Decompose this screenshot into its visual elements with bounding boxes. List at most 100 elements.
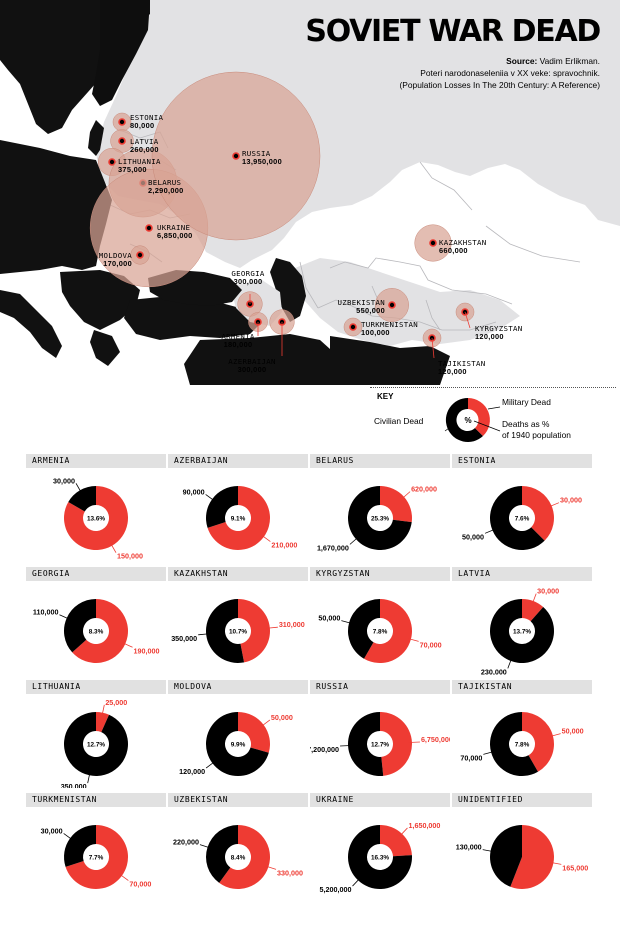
donut-chart: 165,000 130,000 — [456, 825, 588, 889]
donut-chart: 7.8% 70,000 50,000 — [318, 599, 442, 663]
civilian-leader-line — [87, 772, 91, 784]
country-panel: UKRAINE 16.3% 1,650,000 5,200,000 — [310, 793, 450, 901]
military-arc — [522, 599, 544, 622]
panel-country-name: RUSSIA — [316, 682, 349, 691]
panel-country-name: BELARUS — [316, 456, 354, 465]
country-panel: LITHUANIA 12.7% 25,000 350,000 — [26, 680, 166, 788]
civilian-arc — [206, 825, 238, 883]
panel-header: UKRAINE — [310, 793, 450, 807]
civilian-leader-line — [205, 761, 216, 769]
panel-header: UNIDENTIFIED — [452, 793, 592, 807]
civilian-arc — [206, 486, 238, 528]
bubble-country-label: MOLDOVA — [99, 251, 132, 260]
civilian-leader-line — [199, 844, 211, 849]
percent-label: 9.1% — [231, 516, 246, 523]
source-label: Source: — [506, 56, 538, 66]
military-value-label: 30,000 — [537, 587, 559, 596]
turkey — [124, 296, 262, 340]
bubble-value-label: 300,000 — [238, 365, 267, 374]
bubble-country-label: TURKMENISTAN — [361, 320, 418, 329]
panel-header: LATVIA — [452, 567, 592, 581]
panel-country-name: GEORGIA — [32, 569, 70, 578]
panel-header: TURKMENISTAN — [26, 793, 166, 807]
italy — [0, 290, 62, 358]
bubble-value-label: 6,850,000 — [157, 231, 193, 240]
panel-country-name: KYRGYZSTAN — [316, 569, 371, 578]
civilian-arc — [490, 825, 522, 887]
civilian-value-label: 350,000 — [171, 634, 197, 643]
military-arc — [510, 825, 554, 889]
percent-label: 13.7% — [513, 629, 531, 636]
bubble-dot-estonia — [118, 118, 126, 126]
military-value-label: 190,000 — [134, 646, 160, 655]
military-leader-line — [549, 733, 561, 737]
panel-country-name: UZBEKISTAN — [174, 795, 229, 804]
military-arc — [238, 599, 270, 663]
panel-header: KAZAKHSTAN — [168, 567, 308, 581]
military-arc — [207, 486, 270, 550]
donut-chart: 8.4% 330,000 220,000 — [173, 825, 303, 889]
balkans — [60, 270, 140, 330]
civilian-value-label: 120,000 — [179, 767, 205, 776]
bubble-value-label: 120,000 — [475, 332, 504, 341]
panel-country-name: AZERBAIJAN — [174, 456, 229, 465]
country-panel: TAJIKISTAN 7.8% 50,000 70,000 — [452, 680, 592, 788]
bubble-country-label: TAJIKISTAN — [438, 359, 486, 368]
civilian-value-label: 110,000 — [33, 608, 59, 617]
percent-label: 7.7% — [89, 855, 104, 862]
civilian-leader-line — [507, 657, 513, 669]
civilian-value-label: 7,200,000 — [310, 745, 339, 754]
donut-chart: 9.1% 210,000 90,000 — [183, 486, 297, 550]
bubble-dot-turkmenistan — [349, 323, 357, 331]
country-panel: UNIDENTIFIED 165,000 130,000 — [452, 793, 592, 901]
bubble-dot-ukraine — [145, 224, 153, 232]
civilian-arc — [490, 712, 538, 776]
military-value-label: 310,000 — [279, 620, 305, 629]
bubble-dot-kazakhstan — [429, 239, 437, 247]
civilian-arc — [490, 599, 554, 663]
military-leader-line — [119, 873, 129, 881]
military-value-label: 210,000 — [271, 541, 297, 550]
military-leader-line — [261, 534, 271, 542]
civilian-leader-line — [340, 745, 352, 747]
civilian-leader-line — [205, 494, 215, 502]
civilian-arc — [205, 599, 245, 663]
panel-country-name: UNIDENTIFIED — [458, 795, 523, 804]
percent-label: 8.3% — [89, 629, 104, 636]
bubble-dot-uzbekistan — [388, 301, 396, 309]
bubble-country-label: UZBEKISTAN — [338, 298, 386, 307]
civilian-arc — [348, 486, 412, 550]
military-arc — [65, 825, 128, 889]
donut-chart: 13.6% 150,000 30,000 — [53, 476, 143, 560]
bubble-country-label: UKRAINE — [157, 223, 190, 232]
percent-label: 10.7% — [229, 629, 247, 636]
country-panel: ARMENIA 13.6% 150,000 30,000 — [26, 454, 166, 562]
civilian-leader-line — [482, 849, 494, 853]
bubble-country-label: GEORGIA — [231, 269, 264, 278]
military-value-label: 30,000 — [560, 496, 582, 505]
military-value-label: 70,000 — [420, 640, 442, 649]
military-arc — [380, 825, 412, 857]
civilian-arc — [64, 712, 128, 776]
panel-country-name: TURKMENISTAN — [32, 795, 97, 804]
military-value-label: 25,000 — [105, 698, 127, 707]
civilian-leader-line — [483, 751, 495, 755]
bubble-value-label: 80,000 — [130, 121, 154, 130]
percent-label: 8.4% — [231, 855, 246, 862]
bubble-value-label: 100,000 — [361, 328, 390, 337]
bubble-country-label: BELARUS — [148, 178, 181, 187]
military-arc — [63, 486, 128, 550]
bubble-country-label: ARMENIA — [221, 332, 254, 341]
bubble-dot-lithuania — [108, 158, 116, 166]
bubble-value-label: 300,000 — [234, 277, 263, 286]
military-leader-line — [266, 626, 278, 629]
panel-header: UZBEKISTAN — [168, 793, 308, 807]
military-arc — [364, 599, 412, 663]
donut-chart: 12.7% 25,000 350,000 — [61, 698, 128, 788]
military-value-label: 330,000 — [277, 868, 303, 877]
source-line-3: (Population Losses In The 20th Century: … — [399, 80, 601, 90]
legend-percent-label-2: of 1940 population — [502, 430, 571, 440]
country-panel: ESTONIA 7.6% 30,000 50,000 — [452, 454, 592, 562]
baltic-coast — [88, 120, 104, 156]
